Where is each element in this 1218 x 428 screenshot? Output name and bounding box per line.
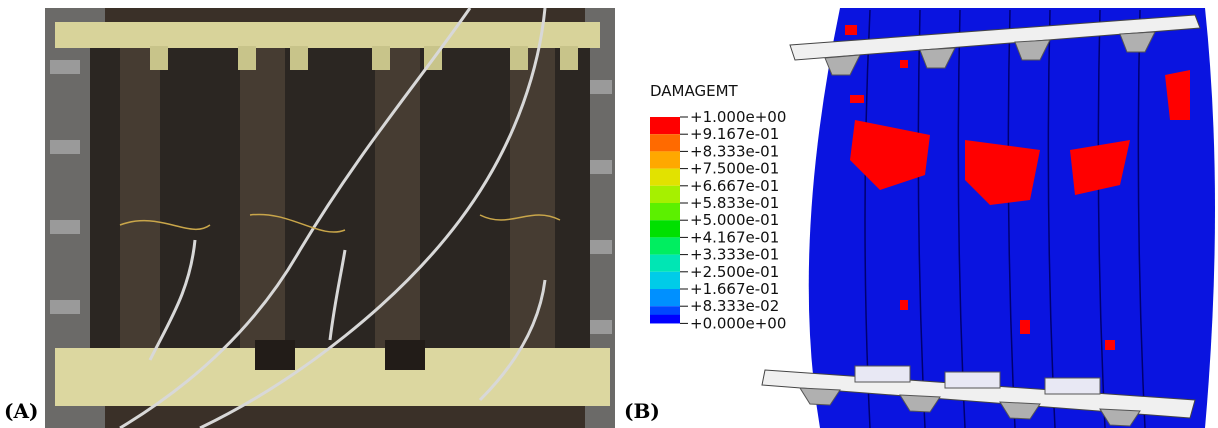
legend-swatch [650,203,680,220]
fe-model [762,8,1215,428]
legend-label: +6.667e-01 [690,177,779,195]
panel-label: (B) [624,399,660,423]
legend-swatch [650,151,680,168]
legend-swatch [650,220,680,237]
photo [45,8,615,428]
legend-swatch [650,134,680,151]
legend-label: +5.000e-01 [690,211,779,229]
legend-label: +1.667e-01 [690,280,779,298]
legend-label: +4.167e-01 [690,228,779,246]
legend-label: +3.333e-01 [690,246,779,264]
legend: +1.000e+00+9.167e-01+8.333e-01+7.500e-01… [650,108,786,332]
legend-label: +9.167e-01 [690,125,779,143]
legend-swatch [650,255,680,272]
legend-swatch [650,186,680,203]
legend-swatch [650,237,680,254]
legend-label: +7.500e-01 [690,160,779,178]
legend-swatch [650,272,680,289]
legend-label: +0.000e+00 [690,314,786,332]
legend-swatch [650,289,680,306]
legend-label: +2.500e-01 [690,263,779,281]
legend-swatch [650,169,680,186]
legend-swatch [650,117,680,134]
legend-label: +1.000e+00 [690,108,786,126]
legend-swatch [650,315,680,324]
legend-label: +8.333e-01 [690,142,779,160]
figure: (A) (B) DAMAGEMT +1.000e+00+9.167e-01+8.… [0,0,1218,428]
panel-label: (A) [4,399,38,423]
legend-label: +8.333e-02 [690,297,779,315]
legend-title: DAMAGEMT [650,82,739,100]
legend-label: +5.833e-01 [690,194,779,212]
